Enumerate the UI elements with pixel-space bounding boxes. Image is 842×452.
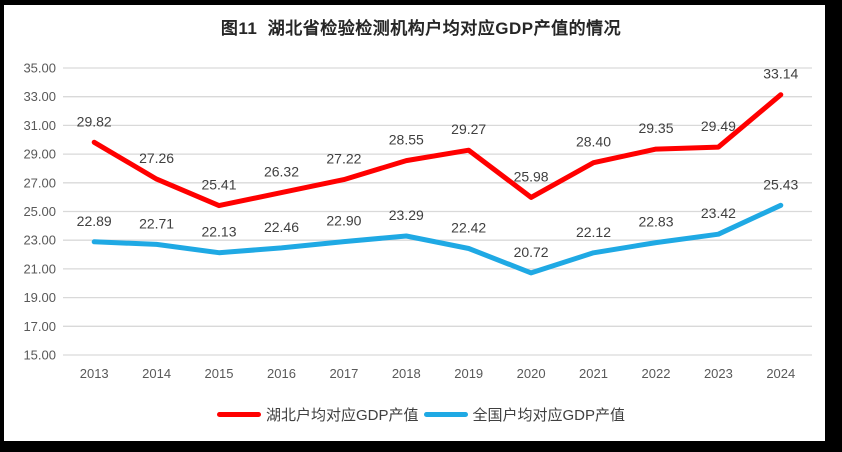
- svg-text:22.42: 22.42: [451, 220, 486, 236]
- svg-text:2018: 2018: [392, 366, 421, 381]
- svg-text:23.00: 23.00: [23, 233, 56, 248]
- svg-text:29.82: 29.82: [77, 113, 112, 129]
- svg-text:2015: 2015: [205, 366, 234, 381]
- svg-text:2019: 2019: [454, 366, 483, 381]
- legend-label-national: 全国户均对应GDP产值: [472, 407, 626, 424]
- svg-text:2023: 2023: [704, 366, 733, 381]
- svg-text:26.32: 26.32: [264, 164, 299, 180]
- svg-text:15.00: 15.00: [23, 348, 56, 363]
- svg-text:17.00: 17.00: [23, 319, 56, 334]
- svg-text:2014: 2014: [142, 366, 171, 381]
- svg-text:23.42: 23.42: [701, 205, 736, 221]
- svg-text:22.83: 22.83: [638, 214, 673, 230]
- svg-text:28.40: 28.40: [576, 134, 611, 150]
- chart-title: 图11 湖北省检验检测机构户均对应GDP产值的情况: [220, 19, 622, 38]
- svg-text:22.12: 22.12: [576, 224, 611, 240]
- svg-text:27.00: 27.00: [23, 175, 56, 190]
- svg-text:29.49: 29.49: [701, 118, 736, 134]
- svg-text:33.14: 33.14: [763, 66, 798, 82]
- chart-canvas: [4, 5, 825, 441]
- svg-text:22.89: 22.89: [77, 213, 112, 229]
- svg-text:22.13: 22.13: [201, 224, 236, 240]
- svg-text:33.00: 33.00: [23, 89, 56, 104]
- svg-text:29.00: 29.00: [23, 147, 56, 162]
- svg-text:2021: 2021: [579, 366, 608, 381]
- svg-text:21.00: 21.00: [23, 261, 56, 276]
- svg-text:2013: 2013: [80, 366, 109, 381]
- svg-text:2020: 2020: [517, 366, 546, 381]
- svg-text:25.00: 25.00: [23, 204, 56, 219]
- legend-label-hubei: 湖北户均对应GDP产值: [265, 407, 419, 424]
- svg-text:27.22: 27.22: [326, 151, 361, 167]
- svg-text:27.26: 27.26: [139, 150, 174, 166]
- legend-item-hubei: 湖北户均对应GDP产值: [216, 404, 419, 425]
- legend-line-sample-red-icon: [216, 412, 261, 417]
- svg-text:31.00: 31.00: [23, 118, 56, 133]
- svg-text:22.46: 22.46: [264, 219, 299, 235]
- svg-text:2016: 2016: [267, 366, 296, 381]
- legend: 湖北户均对应GDP产值 全国户均对应GDP产值: [0, 404, 842, 425]
- svg-text:29.35: 29.35: [638, 120, 673, 136]
- legend-line-sample-blue-icon: [423, 412, 468, 417]
- svg-text:20.72: 20.72: [514, 244, 549, 260]
- svg-text:29.27: 29.27: [451, 121, 486, 137]
- svg-text:35.00: 35.00: [23, 61, 56, 76]
- svg-text:25.43: 25.43: [763, 176, 798, 192]
- svg-text:23.29: 23.29: [389, 207, 424, 223]
- svg-text:2017: 2017: [329, 366, 358, 381]
- svg-text:22.90: 22.90: [326, 213, 361, 229]
- svg-text:19.00: 19.00: [23, 290, 56, 305]
- svg-text:25.98: 25.98: [514, 168, 549, 184]
- svg-text:28.55: 28.55: [389, 132, 424, 148]
- svg-text:2022: 2022: [642, 366, 671, 381]
- svg-text:2024: 2024: [766, 366, 795, 381]
- svg-text:25.41: 25.41: [201, 177, 236, 193]
- legend-item-national: 全国户均对应GDP产值: [423, 404, 626, 425]
- svg-text:22.71: 22.71: [139, 215, 174, 231]
